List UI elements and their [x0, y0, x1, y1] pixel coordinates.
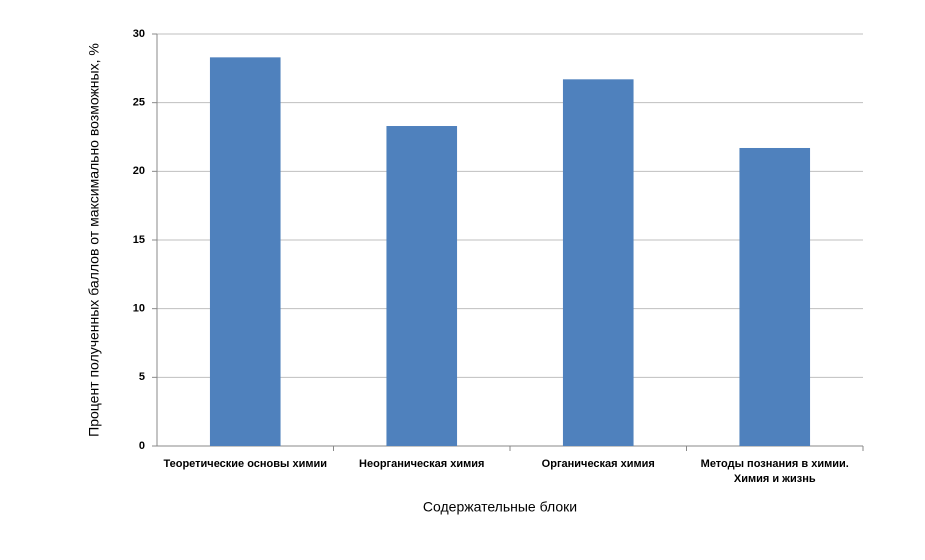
bar	[739, 147, 811, 446]
x-tick-label: Органическая химия	[541, 458, 655, 470]
x-axis-title: Содержательные блоки	[423, 499, 577, 515]
y-tick-label: 25	[133, 97, 145, 109]
y-tick-label: 5	[139, 371, 145, 383]
y-tick-label: 20	[133, 165, 145, 177]
bar	[209, 57, 281, 446]
y-tick-label: 10	[133, 303, 145, 315]
y-axis-title: Процент полученных баллов от максимально…	[86, 43, 102, 437]
y-tick-label: 30	[133, 28, 145, 40]
bar	[386, 126, 458, 446]
x-tick-label: Неорганическая химия	[359, 458, 485, 470]
bar	[562, 79, 634, 446]
y-tick-label: 0	[139, 440, 145, 452]
y-tick-label: 15	[133, 234, 145, 246]
x-tick-label: Методы познания в химии. Химия и жизнь	[700, 458, 849, 485]
x-tick-label: Теоретические основы химии	[163, 458, 328, 470]
